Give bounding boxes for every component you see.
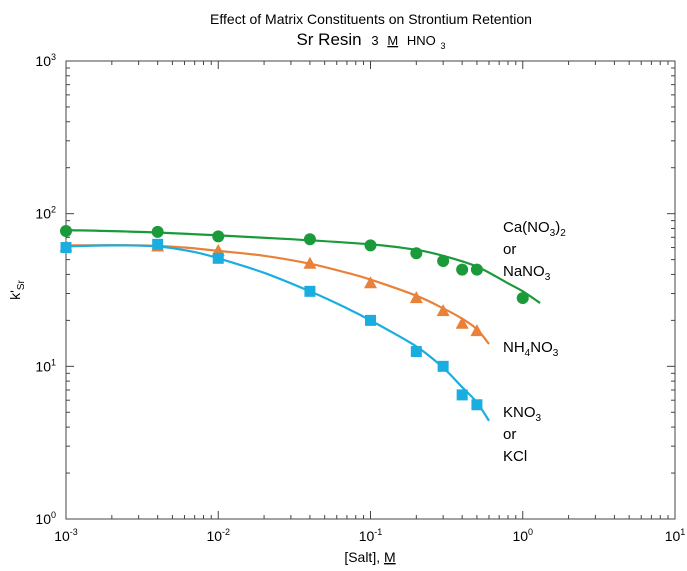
- y-axis-label: k'Sr: [7, 279, 27, 299]
- series-label-calcium-sodium: NaNO3: [503, 263, 551, 283]
- data-point-calcium-sodium: [212, 230, 225, 243]
- y-axis-label-sub: Sr: [16, 279, 27, 290]
- data-point-calcium-sodium: [470, 263, 483, 276]
- plot-frame: [65, 60, 676, 520]
- x-axis-label: [Salt], M: [344, 549, 395, 565]
- data-point-potassium: [60, 242, 72, 254]
- data-point-calcium-sodium: [151, 225, 164, 238]
- y-tick-label: 103: [35, 52, 56, 69]
- data-point-potassium: [471, 399, 483, 411]
- data-point-calcium-sodium: [456, 263, 469, 276]
- x-tick-label: 101: [665, 527, 686, 544]
- data-point-ammonium: [436, 304, 450, 317]
- x-axis-label-unit: M: [384, 549, 396, 565]
- data-point-ammonium: [364, 276, 377, 289]
- series-label-calcium-sodium: Ca(NO3)2: [503, 219, 566, 239]
- fit-curve-calcium-sodium: [65, 229, 541, 304]
- chart-title: Effect of Matrix Constituents on Stronti…: [210, 11, 532, 27]
- y-tick-label: 100: [35, 510, 56, 527]
- labels-layer: Ca(NO3)2 or NaNO3 NH4NO3 KNO3 or KCl: [503, 219, 566, 465]
- data-point-ammonium: [409, 291, 423, 304]
- data-point-potassium: [304, 285, 316, 297]
- ticks-layer: 10-3 10-2 10-1 100 101 100 101 102 103: [35, 52, 685, 544]
- x-tick-label: 100: [512, 527, 533, 544]
- fit-curve-potassium: [65, 244, 490, 422]
- series-label-potassium: KCl: [503, 448, 527, 465]
- subtitle-acid: HNO: [407, 33, 436, 48]
- data-point-potassium: [365, 314, 376, 326]
- y-tick-label: 101: [35, 357, 56, 374]
- data-point-calcium-sodium: [303, 233, 316, 246]
- x-axis-label-prefix: [Salt],: [344, 549, 384, 565]
- data-point-calcium-sodium: [60, 224, 72, 237]
- y-axis-label-main: k': [7, 290, 23, 300]
- data-point-potassium: [152, 238, 164, 250]
- x-tick-label: 10-3: [54, 527, 78, 544]
- data-point-potassium: [212, 252, 224, 264]
- data-point-calcium-sodium: [364, 239, 377, 252]
- series-label-calcium-sodium: or: [503, 241, 516, 258]
- data-point-potassium: [410, 346, 422, 358]
- points-layer: [59, 224, 529, 411]
- data-point-calcium-sodium: [410, 247, 423, 260]
- fit-curve-ammonium: [65, 244, 490, 345]
- y-tick-label: 102: [35, 205, 56, 222]
- subtitle-molarity-unit: M: [387, 33, 398, 48]
- chart-subtitle: Sr Resin 3 M HNO 3: [296, 30, 445, 51]
- data-point-calcium-sodium: [516, 292, 529, 305]
- curves-layer: [65, 229, 541, 422]
- series-label-ammonium: NH4NO3: [503, 339, 559, 359]
- series-label-potassium: or: [503, 426, 516, 443]
- data-point-ammonium: [303, 256, 317, 269]
- subtitle-molarity-value: 3: [371, 33, 378, 48]
- data-point-potassium: [456, 389, 468, 401]
- subtitle-main: Sr Resin: [296, 30, 361, 49]
- data-point-ammonium: [455, 316, 469, 329]
- data-point-potassium: [437, 360, 449, 372]
- data-point-calcium-sodium: [437, 254, 450, 267]
- series-label-potassium: KNO3: [503, 404, 542, 424]
- x-tick-label: 10-2: [206, 527, 230, 544]
- subtitle-acid-sub: 3: [441, 41, 446, 51]
- x-tick-label: 10-1: [359, 527, 383, 544]
- data-point-ammonium: [470, 324, 484, 337]
